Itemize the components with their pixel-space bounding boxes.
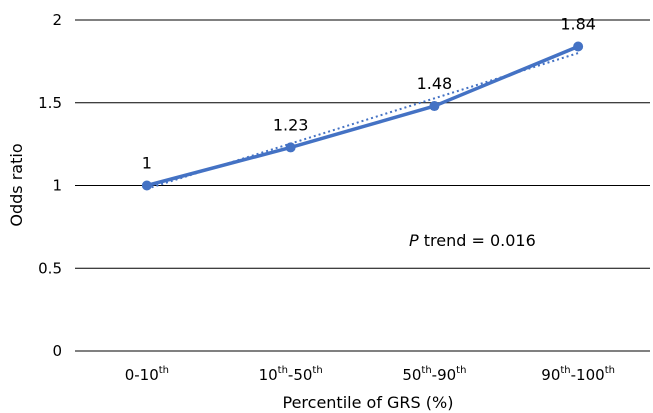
data-point <box>285 142 296 153</box>
data-label: 1.84 <box>560 14 596 33</box>
y-axis-ticks: 0 0.5 1 1.5 2 <box>38 11 62 360</box>
p-trend-annotation: P trend = 0.016 <box>409 231 536 250</box>
x-tick-label: 10th-50th <box>259 365 323 384</box>
data-labels: 1 1.23 1.48 1.84 <box>142 14 596 172</box>
x-tick-label: 0-10th <box>125 365 169 384</box>
series-polyline <box>146 44 579 188</box>
p-trend-text: trend = 0.016 <box>419 231 536 250</box>
gridlines <box>75 19 650 352</box>
y-tick-label: 1 <box>52 177 62 195</box>
data-label: 1.48 <box>417 74 453 93</box>
x-tick-label: 90th-100th <box>541 365 615 384</box>
data-point <box>141 180 152 191</box>
y-tick-label: 0 <box>52 342 62 360</box>
data-label: 1 <box>142 154 152 173</box>
p-trend-italic: P <box>409 231 419 250</box>
x-axis-ticks: 0-10th 10th-50th 50th-90th 90th-100th <box>125 365 615 384</box>
data-point <box>573 41 584 52</box>
data-label: 1.23 <box>273 115 309 134</box>
x-axis-title: Percentile of GRS (%) <box>283 393 454 412</box>
data-point <box>429 101 440 112</box>
x-tick-label: 50th-90th <box>402 365 466 384</box>
y-tick-label: 0.5 <box>38 259 62 277</box>
y-axis-title: Odds ratio <box>7 143 26 226</box>
y-tick-label: 1.5 <box>38 94 62 112</box>
y-tick-label: 2 <box>52 11 62 29</box>
series-line <box>141 41 584 191</box>
